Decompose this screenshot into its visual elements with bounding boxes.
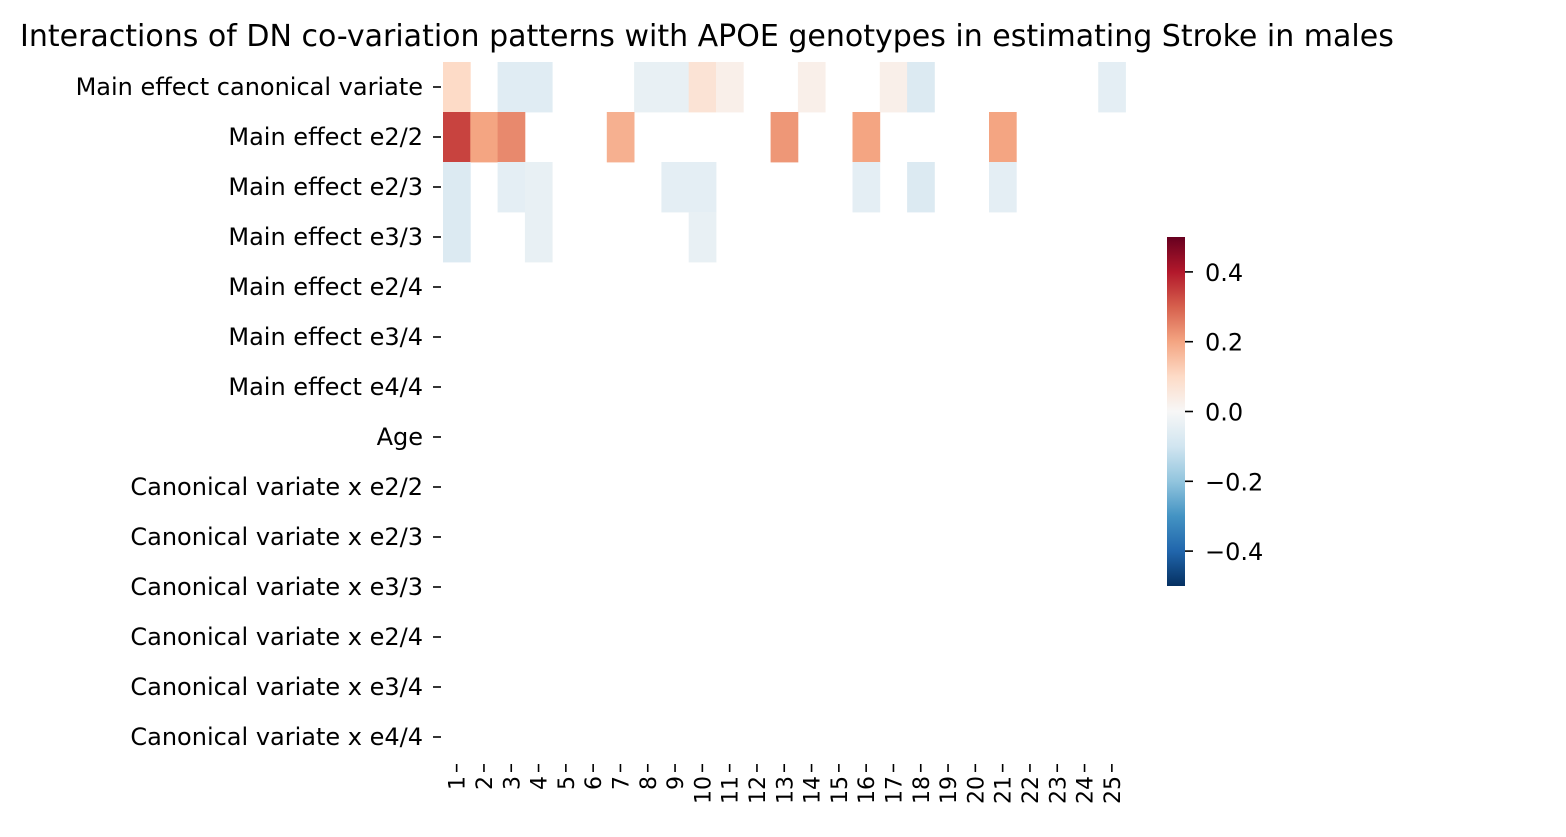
colorbar-tick-label: 0.0: [1205, 399, 1243, 427]
heatmap-cell: [634, 62, 662, 113]
x-tick-label: 8: [637, 776, 662, 790]
heatmap-cell: [443, 212, 471, 263]
heatmap-cell: [606, 112, 635, 163]
heatmap-cell: [443, 112, 471, 163]
x-tick-label: 24: [1074, 776, 1099, 804]
y-tick-label: Main effect e4/4: [228, 373, 423, 401]
heatmap-cells: [443, 62, 1126, 263]
y-axis: Main effect canonical variate Main effect…: [76, 73, 441, 751]
y-tick-label: Canonical variate x e2/4: [130, 623, 423, 651]
heatmap-cell: [852, 112, 881, 163]
x-tick-label: 25: [1101, 776, 1126, 804]
y-tick-label: Main effect e3/3: [228, 223, 423, 251]
colorbar-tick-label: 0.2: [1205, 329, 1243, 357]
x-tick-label: 12: [746, 776, 771, 804]
y-tick-label: Canonical variate x e2/2: [130, 473, 423, 501]
heatmap-cell: [524, 162, 553, 213]
heatmap-cell: [852, 162, 881, 213]
heatmap-cell: [688, 212, 717, 263]
y-tick-label: Main effect e2/2: [228, 123, 423, 151]
x-tick-label: 23: [1046, 776, 1071, 804]
x-tick-label: 22: [1019, 776, 1044, 804]
heatmap-cell: [661, 62, 690, 113]
heatmap-cell: [989, 162, 1017, 213]
colorbar-tick-label: −0.2: [1205, 468, 1263, 496]
x-tick-label: 7: [609, 776, 634, 790]
heatmap-cell: [524, 212, 553, 263]
y-tick-label: Main effect e2/3: [228, 173, 423, 201]
x-tick-label: 16: [855, 776, 880, 804]
heatmap-cell: [661, 162, 690, 213]
colorbar-gradient: [1167, 237, 1185, 586]
x-tick-label: 3: [500, 776, 525, 790]
heatmap-cell: [770, 112, 799, 163]
y-tick-label: Age: [377, 423, 423, 451]
y-tick-label: Canonical variate x e3/3: [130, 573, 423, 601]
colorbar-tick-label: −0.4: [1205, 538, 1263, 566]
heatmap-cell: [989, 112, 1017, 163]
heatmap-cell: [524, 62, 553, 113]
x-tick-label: 20: [964, 776, 989, 804]
x-tick-label: 14: [801, 776, 826, 804]
x-tick-label: 21: [992, 776, 1017, 804]
y-tick-label: Main effect e2/4: [228, 273, 423, 301]
heatmap-cell: [443, 62, 471, 113]
chart-title: Interactions of DN co-variation patterns…: [20, 19, 1394, 54]
heatmap-cell: [1098, 62, 1126, 113]
x-tick-label: 18: [910, 776, 935, 804]
heatmap-cell: [907, 162, 935, 213]
colorbar: 0.4 0.2 0.0 −0.2 −0.4: [1167, 237, 1263, 586]
x-axis: 1 2 3 4 5 6 7 8 9 10 11 12 13 14 15 16 17 18 19 20 21 22 23 24 2…: [446, 764, 1126, 804]
x-tick-label: 4: [528, 776, 553, 790]
heatmap-cell: [497, 162, 526, 213]
heatmap-cell: [797, 62, 826, 113]
y-tick-label: Main effect canonical variate: [76, 73, 423, 101]
x-tick-label: 19: [937, 776, 962, 804]
colorbar-tick-label: 0.4: [1205, 259, 1243, 287]
heatmap-cell: [907, 62, 935, 113]
y-tick-label: Canonical variate x e4/4: [130, 723, 423, 751]
heatmap-cell: [879, 62, 908, 113]
x-tick-label: 10: [691, 776, 716, 804]
y-tick-label: Canonical variate x e3/4: [130, 673, 423, 701]
x-tick-label: 5: [555, 776, 580, 790]
x-tick-label: 1: [446, 776, 471, 790]
x-tick-label: 15: [828, 776, 853, 804]
y-tick-label: Main effect e3/4: [228, 323, 423, 351]
heatmap-cell: [688, 62, 717, 113]
x-tick-label: 6: [582, 776, 607, 790]
heatmap-cell: [497, 62, 526, 113]
x-tick-label: 13: [773, 776, 798, 804]
x-tick-label: 9: [664, 776, 689, 790]
heatmap-cell: [497, 112, 526, 163]
x-tick-label: 11: [719, 776, 744, 804]
heatmap-cell: [688, 162, 717, 213]
y-tick-label: Canonical variate x e2/3: [130, 523, 423, 551]
heatmap-cell: [470, 112, 498, 163]
x-tick-label: 2: [473, 776, 498, 790]
x-tick-label: 17: [882, 776, 907, 804]
heatmap-cell: [716, 62, 744, 113]
heatmap-cell: [443, 162, 471, 213]
